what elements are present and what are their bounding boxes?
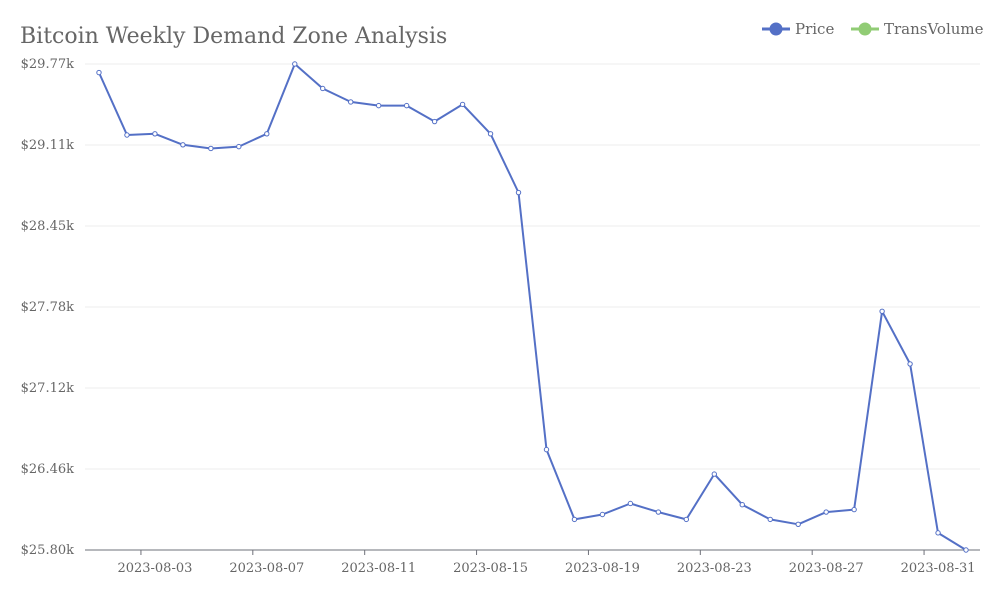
legend-label: TransVolume xyxy=(884,20,984,38)
data-point[interactable] xyxy=(375,102,382,109)
data-point[interactable] xyxy=(711,471,717,477)
y-tick-label: $27.78k xyxy=(21,300,74,315)
x-tick-label: 2023-08-15 xyxy=(453,561,528,576)
grid-lines xyxy=(85,63,980,470)
y-tick-label: $25.80k xyxy=(21,543,74,558)
x-tick-label: 2023-08-27 xyxy=(789,561,864,576)
legend-item-price[interactable]: Price xyxy=(762,20,834,38)
data-point[interactable] xyxy=(963,547,969,553)
x-tick-label: 2023-08-11 xyxy=(341,561,416,576)
legend[interactable]: Price TransVolume xyxy=(762,20,984,38)
data-point[interactable] xyxy=(96,69,102,76)
data-point[interactable] xyxy=(264,131,270,137)
data-point[interactable] xyxy=(599,511,606,518)
data-point[interactable] xyxy=(320,85,326,92)
x-tick-label: 2023-08-19 xyxy=(565,561,640,576)
data-point[interactable] xyxy=(208,145,214,152)
legend-circle-icon xyxy=(769,22,783,36)
x-axis: 2023-08-03 2023-08-07 2023-08-11 2023-08-15… xyxy=(85,549,980,576)
y-tick-label: $29.11k xyxy=(21,138,74,153)
data-point[interactable] xyxy=(152,131,158,137)
y-tick-label: $28.45k xyxy=(21,219,74,234)
legend-item-transvolume[interactable]: TransVolume xyxy=(851,20,984,38)
data-point[interactable] xyxy=(851,506,857,513)
data-point[interactable] xyxy=(236,143,242,150)
x-tick-label: 2023-08-23 xyxy=(677,561,752,576)
data-point[interactable] xyxy=(879,308,885,314)
data-point[interactable] xyxy=(823,509,829,515)
series-layer xyxy=(96,61,969,553)
series-line-price xyxy=(98,63,967,551)
x-tick-label: 2023-08-07 xyxy=(229,561,304,576)
data-point[interactable] xyxy=(627,500,634,507)
data-point[interactable] xyxy=(487,131,494,137)
data-point[interactable] xyxy=(403,102,410,109)
data-point[interactable] xyxy=(935,530,941,536)
data-point[interactable] xyxy=(292,61,298,67)
data-point[interactable] xyxy=(767,516,773,523)
data-point[interactable] xyxy=(459,101,466,108)
y-tick-label: $29.77k xyxy=(21,57,74,72)
data-point[interactable] xyxy=(571,516,578,523)
data-point[interactable] xyxy=(348,99,354,105)
x-tick-label: 2023-08-31 xyxy=(901,561,976,576)
x-tick-label: 2023-08-03 xyxy=(117,561,192,576)
data-point[interactable] xyxy=(180,142,186,148)
legend-circle-icon xyxy=(858,22,872,36)
data-point[interactable] xyxy=(431,118,438,125)
data-point[interactable] xyxy=(795,521,801,527)
data-point[interactable] xyxy=(124,132,130,138)
chart-title: Bitcoin Weekly Demand Zone Analysis xyxy=(20,24,447,49)
y-tick-label: $26.46k xyxy=(21,462,74,477)
y-tick-label: $27.12k xyxy=(21,381,74,396)
data-point[interactable] xyxy=(655,509,662,515)
y-axis: $25.80k $26.46k $27.12k $27.78k $28.45k $29.1… xyxy=(21,57,74,558)
data-point[interactable] xyxy=(515,189,522,196)
data-point[interactable] xyxy=(907,361,913,367)
data-point[interactable] xyxy=(543,446,550,453)
data-point[interactable] xyxy=(683,516,690,523)
data-point[interactable] xyxy=(739,502,745,508)
legend-label: Price xyxy=(795,20,834,38)
